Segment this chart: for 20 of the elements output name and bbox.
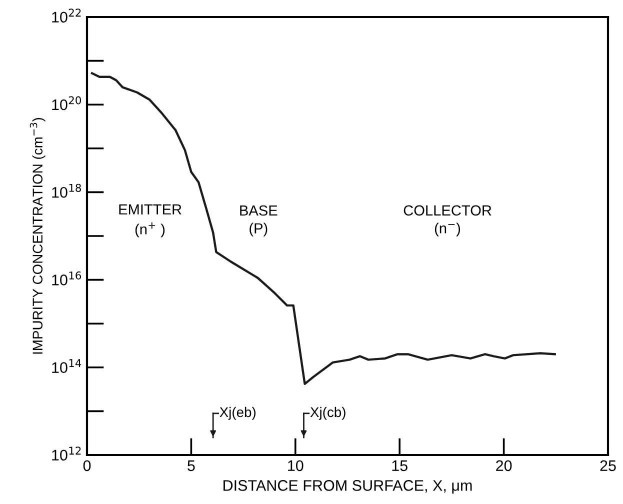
annotation: BASE (P) bbox=[240, 205, 278, 236]
y-tick-label: 10$^{22}$ bbox=[52, 8, 81, 23]
y-axis-title: IMPURITY CONCENTRATION (cm$^{−3}$) bbox=[30, 118, 46, 354]
y-tick-label: 10$^{16}$ bbox=[52, 271, 82, 286]
annotation: COLLECTOR (n$^{−}$) bbox=[404, 205, 492, 236]
x-axis-title: DISTANCE FROM SURFACE, X, μm bbox=[224, 480, 472, 494]
ref-line-label: Xj(eb) bbox=[220, 406, 256, 420]
annotation: EMITTER (n$^{+}$ ) bbox=[119, 204, 182, 238]
x-tick-label: 25 bbox=[600, 460, 616, 472]
ref-line-label: Xj(cb) bbox=[310, 406, 346, 420]
x-tick-label: 5 bbox=[188, 460, 195, 472]
x-tick-label: 15 bbox=[392, 460, 408, 472]
x-tick-label: 0 bbox=[83, 460, 91, 472]
x-tick-label: 10 bbox=[288, 460, 304, 472]
y-tick-label: 10$^{20}$ bbox=[52, 96, 82, 110]
line-series bbox=[90, 72, 556, 386]
y-tick-label: 10$^{14}$ bbox=[52, 359, 82, 373]
x-tick-label: 20 bbox=[496, 460, 512, 472]
y-tick-label: 10$^{18}$ bbox=[52, 184, 81, 198]
y-tick-label: 10$^{12}$ bbox=[52, 446, 81, 461]
